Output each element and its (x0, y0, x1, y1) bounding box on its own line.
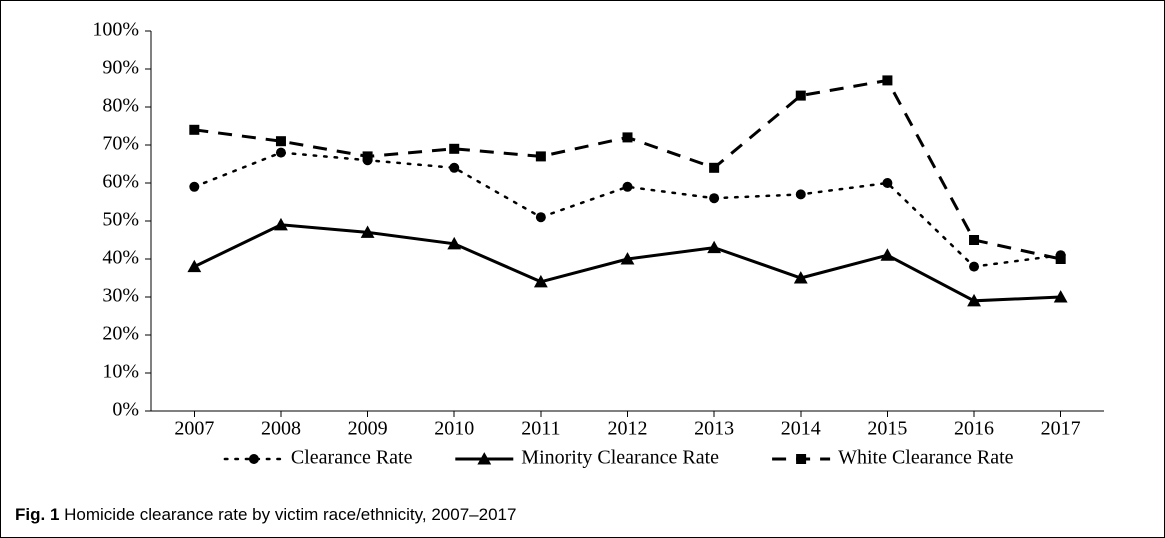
y-tick-label: 70% (102, 133, 139, 155)
x-tick-label: 2011 (521, 418, 560, 440)
legend-item: Clearance Rate (225, 447, 413, 469)
y-tick-label: 30% (102, 285, 139, 307)
legend-label: Clearance Rate (291, 447, 413, 469)
line-chart: 0% 10% 20% 30% 40% 50% 60% 70% 80% 90% 100% 2007 200… (41, 21, 1124, 487)
figure-container: 0% 10% 20% 30% 40% 50% 60% 70% 80% 90% 100% 2007 200… (0, 0, 1165, 538)
legend: Clearance Rate Minority Clearance Rate Whi… (225, 447, 1014, 469)
x-tick-label: 2013 (694, 418, 734, 440)
y-tick-label: 60% (102, 171, 139, 193)
x-tick-label: 2010 (434, 418, 474, 440)
x-tick-label: 2012 (608, 418, 648, 440)
x-tick-label: 2015 (867, 418, 907, 440)
y-tick-label: 50% (102, 209, 139, 231)
y-tick-label: 90% (102, 57, 139, 79)
x-tick-label: 2014 (781, 418, 821, 440)
legend-item: White Clearance Rate (772, 447, 1014, 469)
x-tick-label: 2016 (954, 418, 994, 440)
y-tick-label: 40% (102, 247, 139, 269)
figure-caption-label: Fig. 1 (15, 505, 59, 524)
legend-label: Minority Clearance Rate (521, 447, 719, 469)
y-tick-label: 100% (92, 21, 139, 41)
x-tick-label: 2008 (261, 418, 301, 440)
y-tick-label: 10% (102, 361, 139, 383)
series-white-clearance-rate (189, 75, 1065, 264)
legend-item: Minority Clearance Rate (455, 447, 719, 469)
figure-caption: Fig. 1 Homicide clearance rate by victim… (15, 505, 516, 525)
x-tick-label: 2009 (348, 418, 388, 440)
x-tick-label: 2007 (174, 418, 214, 440)
x-tick-label: 2017 (1041, 418, 1081, 440)
figure-caption-text: Homicide clearance rate by victim race/e… (59, 505, 516, 524)
legend-label: White Clearance Rate (838, 447, 1014, 469)
y-tick-label: 20% (102, 323, 139, 345)
y-tick-label: 0% (112, 399, 139, 421)
chart-area: 0% 10% 20% 30% 40% 50% 60% 70% 80% 90% 100% 2007 200… (41, 21, 1124, 487)
y-tick-label: 80% (102, 95, 139, 117)
